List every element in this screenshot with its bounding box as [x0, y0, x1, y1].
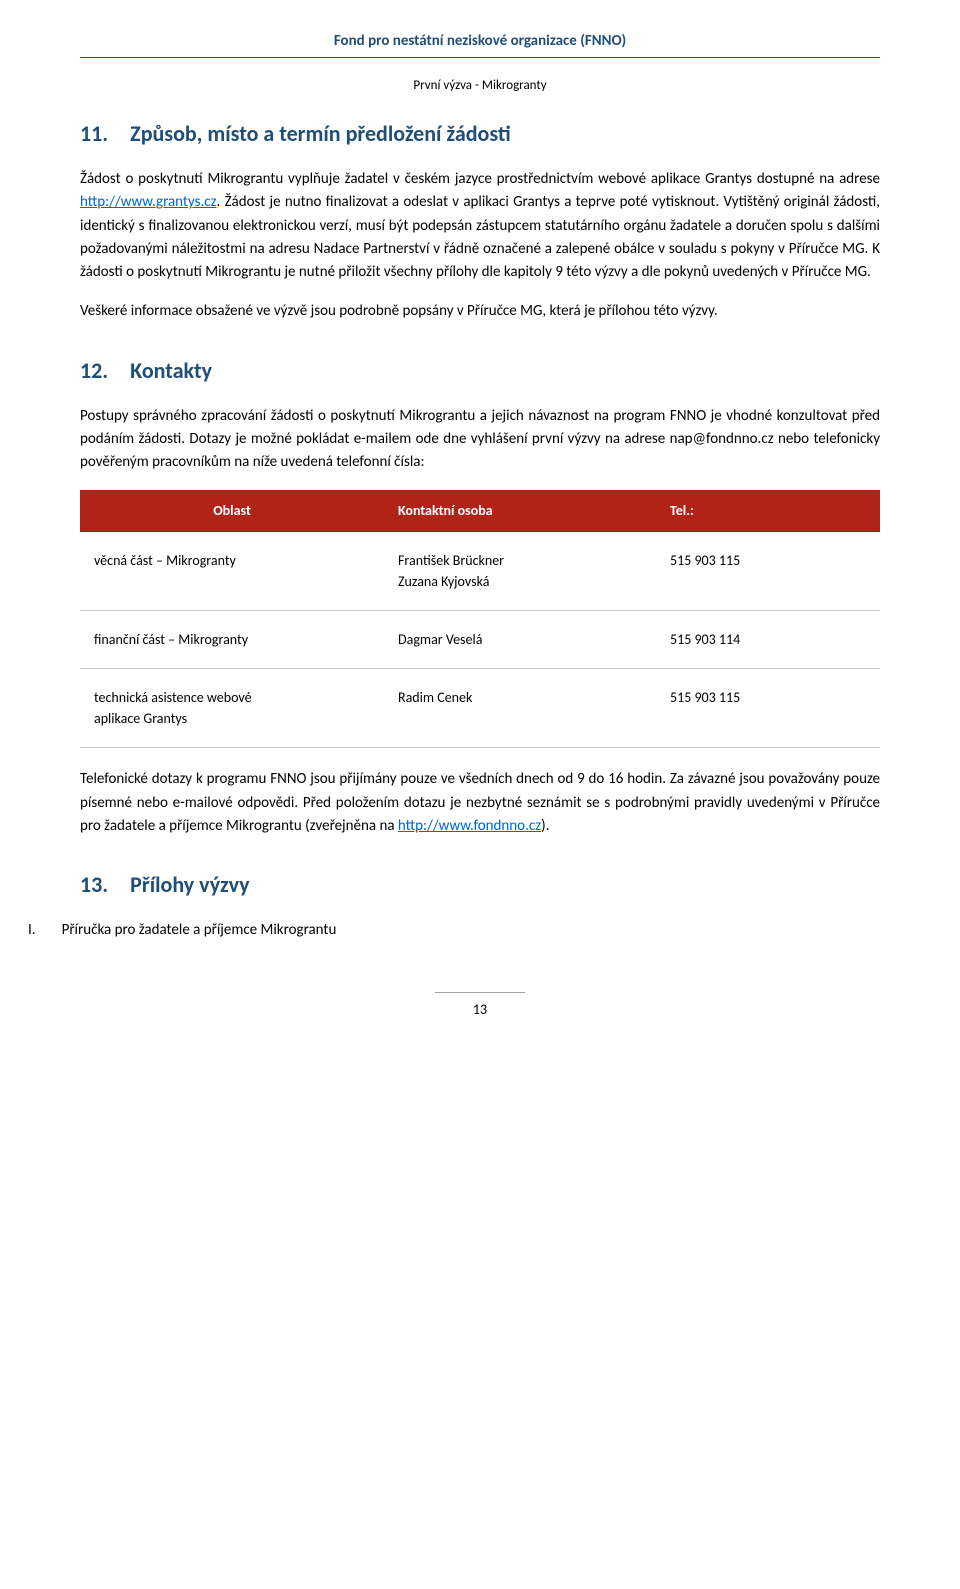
fondnno-link[interactable]: http://www.fondnno.cz [398, 817, 541, 835]
text: ). [541, 817, 549, 835]
cell-area: finanční část – Mikrogranty [80, 611, 384, 669]
col-header-tel: Tel.: [656, 490, 880, 532]
contacts-table: Oblast Kontaktní osoba Tel.: věcná část … [80, 490, 880, 748]
section-12-paragraph-2: Telefonické dotazy k programu FNNO jsou … [80, 768, 880, 838]
section-12-paragraph-1: Postupy správného zpracování žádosti o p… [80, 405, 880, 475]
section-11-heading: 11. Způsob, místo a termín předložení žá… [80, 117, 880, 150]
section-12-heading: 12. Kontakty [80, 354, 880, 387]
cell-person: Dagmar Veselá [384, 611, 656, 669]
header-subtitle: První výzva - Mikrogranty [80, 76, 880, 96]
cell-area: technická asistence webové aplikace Gran… [80, 669, 384, 748]
section-11-paragraph-2: Veškeré informace obsažené ve výzvě jsou… [80, 300, 880, 323]
cell-tel: 515 903 115 [656, 669, 880, 748]
grantys-link[interactable]: http://www.grantys.cz [80, 193, 217, 211]
list-text: Příručka pro žadatele a příjemce Mikrogr… [62, 919, 337, 942]
text: Zuzana Kyjovská [398, 571, 642, 592]
header-org: Fond pro nestátní neziskové organizace (… [80, 30, 880, 53]
cell-person: Radim Cenek [384, 669, 656, 748]
table-row: věcná část – Mikrogranty František Brück… [80, 532, 880, 611]
text: technická asistence webové [94, 687, 370, 708]
table-row: finanční část – Mikrogranty Dagmar Vesel… [80, 611, 880, 669]
attachment-list-item: I. Příručka pro žadatele a příjemce Mikr… [28, 919, 880, 942]
cell-area: věcná část – Mikrogranty [80, 532, 384, 611]
footer-rule [435, 992, 525, 993]
header-rule [80, 57, 880, 58]
cell-tel: 515 903 115 [656, 532, 880, 611]
text: aplikace Grantys [94, 708, 370, 729]
text: František Brückner [398, 550, 642, 571]
table-header-row: Oblast Kontaktní osoba Tel.: [80, 490, 880, 532]
col-header-area: Oblast [80, 490, 384, 532]
cell-person: František Brückner Zuzana Kyjovská [384, 532, 656, 611]
table-row: technická asistence webové aplikace Gran… [80, 669, 880, 748]
page-number: 13 [80, 999, 880, 1020]
section-13-heading: 13. Přílohy výzvy [80, 868, 880, 901]
list-marker: I. [28, 919, 36, 942]
section-11-paragraph-1: Žádost o poskytnutí Mikrograntu vyplňuje… [80, 168, 880, 284]
col-header-person: Kontaktní osoba [384, 490, 656, 532]
text: Žádost o poskytnutí Mikrograntu vyplňuje… [80, 170, 880, 188]
cell-tel: 515 903 114 [656, 611, 880, 669]
